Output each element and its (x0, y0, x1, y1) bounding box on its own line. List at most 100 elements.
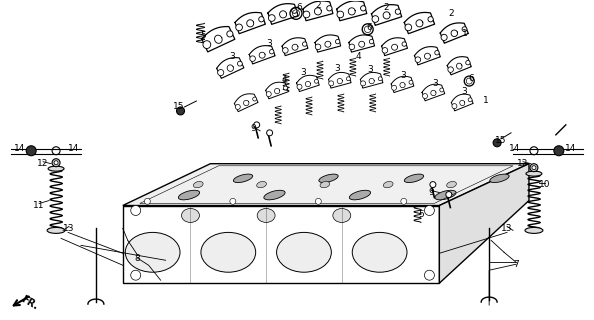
Text: 2: 2 (448, 9, 454, 18)
Circle shape (314, 79, 318, 83)
Circle shape (176, 107, 185, 115)
Circle shape (369, 39, 374, 44)
Ellipse shape (277, 232, 331, 272)
Text: 12: 12 (517, 159, 529, 168)
Circle shape (462, 27, 467, 32)
Circle shape (440, 88, 444, 92)
Ellipse shape (201, 232, 255, 272)
Text: 5: 5 (419, 210, 424, 219)
Circle shape (382, 48, 388, 53)
Polygon shape (422, 84, 445, 101)
Polygon shape (349, 35, 375, 52)
Polygon shape (361, 72, 383, 88)
Polygon shape (451, 30, 457, 36)
Text: 10: 10 (539, 180, 551, 189)
Circle shape (554, 146, 564, 156)
Text: 14: 14 (14, 144, 25, 153)
Ellipse shape (525, 228, 543, 233)
Ellipse shape (320, 181, 330, 188)
Circle shape (530, 164, 538, 172)
Circle shape (409, 80, 413, 84)
Circle shape (303, 11, 310, 18)
Ellipse shape (383, 181, 393, 188)
Circle shape (430, 182, 436, 188)
Circle shape (230, 198, 236, 204)
Text: 14: 14 (565, 144, 576, 153)
Circle shape (315, 44, 321, 50)
Text: 12: 12 (37, 159, 49, 168)
Ellipse shape (125, 232, 180, 272)
Polygon shape (268, 4, 298, 24)
Text: 7: 7 (513, 260, 519, 269)
Polygon shape (280, 11, 286, 18)
Polygon shape (315, 35, 341, 52)
Circle shape (378, 77, 382, 81)
Polygon shape (425, 53, 431, 59)
Circle shape (54, 161, 58, 165)
Polygon shape (202, 27, 235, 52)
Ellipse shape (319, 174, 338, 183)
Text: 4: 4 (356, 52, 362, 61)
Text: FR.: FR. (19, 294, 39, 312)
Circle shape (266, 92, 271, 97)
Polygon shape (259, 52, 265, 58)
Ellipse shape (405, 174, 424, 183)
Text: 9: 9 (250, 124, 256, 133)
Text: 3: 3 (462, 86, 467, 96)
Circle shape (254, 122, 260, 128)
Polygon shape (214, 35, 222, 43)
Ellipse shape (178, 190, 200, 200)
Polygon shape (415, 47, 440, 65)
Circle shape (361, 81, 365, 86)
Circle shape (402, 42, 406, 46)
Circle shape (259, 17, 264, 22)
Text: 11: 11 (33, 201, 45, 210)
Polygon shape (296, 75, 320, 92)
Circle shape (26, 146, 36, 156)
Circle shape (236, 24, 242, 31)
Circle shape (468, 98, 472, 102)
Text: 3: 3 (266, 39, 272, 48)
Text: 15: 15 (173, 102, 184, 111)
Polygon shape (305, 81, 311, 87)
Circle shape (302, 42, 307, 46)
Circle shape (235, 104, 241, 109)
Circle shape (349, 44, 355, 50)
Polygon shape (282, 38, 308, 56)
Circle shape (250, 56, 255, 61)
Text: 3: 3 (334, 64, 340, 73)
Circle shape (268, 15, 275, 21)
Circle shape (252, 97, 257, 101)
Text: 1: 1 (462, 29, 468, 38)
Circle shape (328, 81, 334, 86)
Ellipse shape (47, 228, 65, 233)
Polygon shape (359, 41, 365, 47)
Polygon shape (244, 100, 249, 106)
Text: 1: 1 (484, 96, 489, 106)
Polygon shape (274, 88, 280, 94)
Polygon shape (123, 205, 440, 283)
Circle shape (131, 270, 141, 280)
Text: 13: 13 (501, 224, 513, 233)
Ellipse shape (257, 181, 267, 188)
Circle shape (415, 57, 421, 62)
Circle shape (422, 93, 428, 99)
Ellipse shape (526, 171, 542, 176)
Ellipse shape (490, 174, 509, 183)
Circle shape (532, 166, 536, 170)
Ellipse shape (352, 232, 407, 272)
Polygon shape (371, 5, 402, 25)
Circle shape (425, 205, 434, 215)
Circle shape (337, 11, 344, 18)
Circle shape (448, 67, 453, 72)
Ellipse shape (333, 209, 351, 222)
Ellipse shape (182, 209, 200, 222)
Circle shape (441, 34, 447, 40)
Text: 2: 2 (315, 1, 321, 10)
Polygon shape (416, 20, 423, 27)
Text: 2: 2 (384, 3, 390, 12)
Circle shape (425, 270, 434, 280)
Circle shape (391, 85, 397, 90)
Polygon shape (348, 8, 355, 15)
Circle shape (238, 61, 242, 66)
